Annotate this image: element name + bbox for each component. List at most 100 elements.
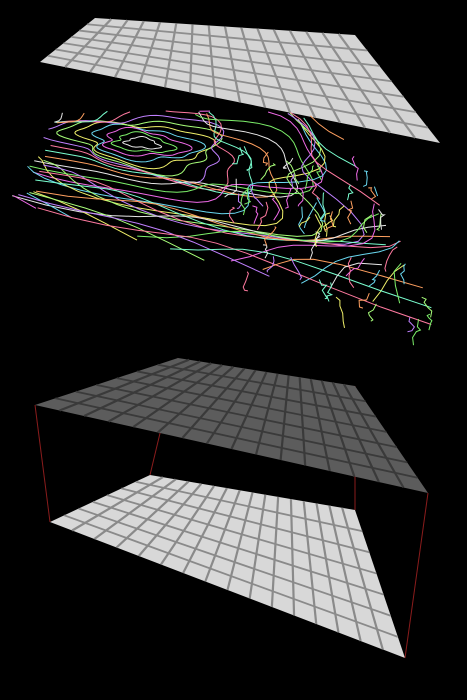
bottom-surface-grid-line (341, 507, 384, 650)
contour-line (56, 120, 223, 177)
contour-line (262, 258, 423, 289)
contour-line (102, 126, 193, 157)
contour-line (304, 202, 317, 228)
box-top-grid-line (108, 362, 212, 423)
bottom-surface-grid-line (93, 478, 177, 540)
bottom-surface-grid-line (78, 507, 392, 617)
contour-line (318, 279, 328, 300)
contour-line (378, 209, 386, 230)
bottom-surface-grid-line (137, 483, 203, 557)
bottom-surface-grid-line (248, 494, 267, 599)
box-vertical-edge (34, 404, 51, 523)
bottom-surface-grid-line (63, 514, 399, 638)
box-top-grid-line (116, 377, 387, 433)
box-top-grid-line (181, 367, 246, 439)
contour-line (37, 207, 432, 325)
bottom-surface-grid-line (302, 501, 318, 625)
contour-line (362, 170, 369, 187)
contour-line (262, 244, 269, 259)
contour-line (421, 296, 433, 318)
box-top-grid-line (157, 365, 235, 434)
contour-line (35, 117, 386, 246)
contour-line (285, 160, 300, 185)
contour-line (242, 271, 249, 292)
top-plane-grid-line (256, 28, 292, 114)
contour-line (170, 248, 432, 309)
box-top-grid-line (298, 377, 307, 466)
contour-line (260, 163, 277, 181)
box-top-grid-line (254, 373, 279, 455)
contour-line (347, 257, 355, 288)
contour-line (324, 211, 334, 231)
contour-line (368, 187, 377, 200)
bottom-surface-grid-line (115, 480, 190, 549)
contour-line (232, 147, 244, 165)
contour-map-layer (12, 110, 433, 346)
contour-line (298, 216, 311, 228)
contour-line (282, 157, 294, 169)
box-vertical-edge (404, 492, 429, 659)
contour-line (316, 197, 326, 222)
box-top-grid-line (59, 358, 190, 412)
contour-line (26, 186, 400, 284)
contour-line (323, 215, 334, 232)
contour-line (264, 226, 277, 246)
contour-line (314, 214, 322, 248)
top-plane-grid-line (321, 32, 391, 134)
box-top-grid-line (230, 371, 268, 450)
top-plane-grid-line (71, 35, 392, 83)
contour-line (74, 121, 217, 170)
contour-line (326, 282, 334, 302)
contour-line (290, 173, 295, 189)
box-top-grid-line (342, 383, 405, 489)
contour-line (426, 313, 433, 331)
box-top-grid-line (136, 370, 377, 418)
bottom-surface-grid-line (270, 496, 280, 608)
top-plane-grid-line (64, 18, 113, 68)
box-top-grid-line (55, 397, 418, 479)
bottom-surface-grid-line (92, 500, 384, 596)
contour-line (290, 256, 303, 281)
bottom-surface-grid-line (71, 476, 164, 532)
bottom-box-surface (50, 475, 405, 658)
bottom-surface-grid-line (135, 480, 363, 533)
top-plane-grid-line (207, 25, 217, 98)
contour-line (35, 115, 391, 242)
contour-line (351, 156, 359, 181)
bottom-surface-grid-line (182, 487, 228, 574)
contour-line (240, 189, 248, 216)
bottom-surface-grid-line (315, 503, 340, 633)
top-plane-grid-line (223, 26, 242, 103)
top-plane-grid-line (55, 48, 416, 114)
contour-line (34, 111, 299, 198)
box-top-grid-line (320, 380, 356, 477)
box-top-grid-line (83, 360, 201, 417)
bottom-surface-grid-line (289, 499, 296, 616)
contour-line (43, 112, 365, 245)
contour-line (262, 151, 269, 166)
bottom-surface-grid-line (160, 485, 215, 566)
bottom-surface-grid-line (121, 487, 370, 554)
contour-line (335, 296, 345, 328)
contour-line (256, 201, 269, 231)
bottom-surface-grid-line (106, 494, 377, 575)
contour-line (12, 195, 376, 262)
box-top-grid-line (75, 390, 408, 464)
contour-line (329, 262, 382, 289)
top-plane-grid-line (138, 21, 162, 83)
bottom-surface-grid-line (328, 505, 362, 642)
top-plane-grid-line (305, 31, 366, 129)
contour-line (224, 178, 237, 198)
contour-line (362, 214, 373, 234)
contour-line (304, 165, 314, 190)
contour-line (320, 192, 326, 220)
contour-line (228, 206, 236, 224)
top-plane-grid-line (337, 33, 416, 139)
top-plane-grid-line (289, 30, 341, 124)
top-plane-grid-line (63, 42, 404, 98)
top-plane-grid-line (240, 27, 267, 108)
top-plane-grid-line (79, 29, 380, 67)
contour-line (347, 200, 354, 225)
contour-line (266, 256, 275, 273)
contour-line (50, 110, 235, 191)
